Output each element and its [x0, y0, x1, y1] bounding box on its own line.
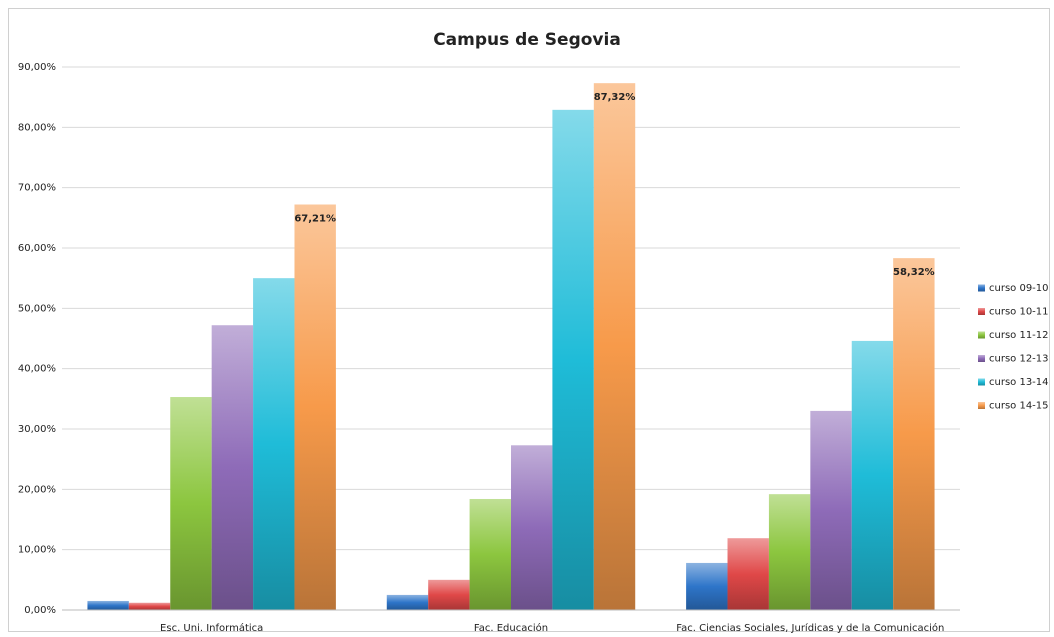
- y-tick-label: 80,00%: [18, 122, 56, 133]
- y-tick-label: 90,00%: [18, 62, 56, 73]
- legend-label: curso 10-11: [989, 307, 1049, 318]
- bar: [593, 83, 636, 611]
- y-tick-label: 50,00%: [18, 303, 56, 314]
- data-label: 58,32%: [893, 267, 935, 278]
- bar: [428, 579, 470, 610]
- y-tick-label: 40,00%: [18, 364, 56, 375]
- legend-swatch: [978, 308, 985, 315]
- bar: [810, 410, 852, 610]
- legend-label: curso 13-14: [989, 377, 1049, 388]
- y-tick-label: 60,00%: [18, 243, 56, 254]
- bar: [253, 278, 295, 610]
- bar: [552, 109, 594, 610]
- bar: [893, 258, 935, 610]
- chart-title: Campus de Segovia: [433, 30, 621, 50]
- bar: [386, 594, 429, 610]
- bar: [851, 340, 894, 610]
- y-tick-label: 20,00%: [18, 484, 56, 495]
- bar: [87, 600, 129, 610]
- x-tick-label: Fac. Ciencias Sociales, Jurídicas y de l…: [676, 622, 944, 634]
- bar: [727, 538, 769, 610]
- y-tick-label: 10,00%: [18, 545, 56, 556]
- legend-swatch: [978, 355, 985, 362]
- legend-swatch: [978, 331, 985, 339]
- bar: [170, 397, 212, 610]
- legend-swatch: [978, 284, 985, 292]
- bar: [128, 602, 171, 610]
- legend-label: curso 12-13: [989, 354, 1049, 365]
- y-tick-label: 0,00%: [24, 605, 56, 616]
- data-label: 87,32%: [594, 92, 636, 103]
- x-tick-label: Esc. Uni. Informática: [160, 622, 263, 634]
- y-tick-label: 70,00%: [18, 183, 56, 194]
- bar: [211, 325, 254, 610]
- y-tick-label: 30,00%: [18, 424, 56, 435]
- bar: [686, 562, 728, 610]
- x-tick-label: Fac. Educación: [474, 622, 548, 634]
- legend-label: curso 09-10: [989, 283, 1049, 294]
- legend-label: curso 14-15: [989, 401, 1049, 412]
- legend-swatch: [978, 402, 985, 409]
- legend-swatch: [978, 378, 985, 386]
- bar: [511, 445, 553, 610]
- bar: [469, 498, 511, 610]
- legend-label: curso 11-12: [989, 330, 1049, 341]
- data-label: 67,21%: [294, 213, 336, 224]
- bar: [768, 494, 811, 610]
- bar: [294, 204, 336, 610]
